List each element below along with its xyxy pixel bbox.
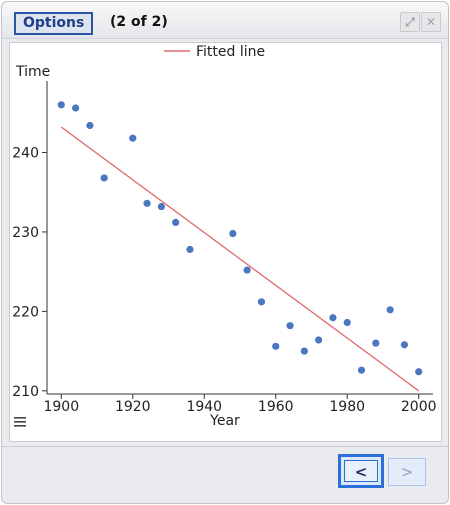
data-point — [329, 314, 337, 322]
data-point — [57, 101, 65, 109]
footer-divider — [2, 446, 448, 447]
data-point — [286, 322, 294, 330]
ticks: 1900 1920 1940 1960 1980 2000 210 220 230 240 — [12, 145, 436, 415]
x-tick-label: 1920 — [115, 399, 151, 415]
x-tick-label: 1960 — [258, 399, 294, 415]
legend-label-fitted-line: Fitted line — [196, 44, 265, 60]
data-point — [415, 368, 423, 376]
hamburger-menu-icon[interactable] — [14, 417, 26, 427]
y-tick-label: 210 — [12, 384, 39, 400]
previous-button-label: < — [344, 460, 378, 482]
data-point — [400, 341, 409, 349]
x-tick-label: 1900 — [43, 399, 79, 415]
fit-line-group — [60, 126, 420, 392]
data-point — [272, 342, 280, 350]
options-button[interactable]: Options — [14, 12, 94, 35]
data-point — [343, 318, 351, 327]
chart-area: Fitted line Time Year 1900 1920 1940 1960 19… — [9, 42, 442, 442]
next-button[interactable]: > — [388, 458, 426, 486]
x-axis-label: Year — [209, 413, 240, 429]
panel-title-bar: Options (2 of 2) ⤢ ✕ — [2, 2, 448, 39]
data-point — [143, 199, 151, 207]
data-point — [100, 174, 108, 182]
data-point — [172, 218, 180, 227]
scatter-chart: Fitted line Time Year 1900 1920 1940 1960 19… — [12, 44, 436, 429]
data-point — [229, 229, 237, 238]
y-axis-label: Time — [15, 64, 50, 80]
data-point — [372, 339, 380, 347]
previous-button[interactable]: < — [338, 454, 384, 488]
data-point — [86, 121, 94, 130]
data-point — [243, 266, 251, 274]
data-point — [186, 245, 194, 254]
data-point — [300, 347, 308, 355]
legend: Fitted line — [164, 44, 265, 60]
data-point — [357, 366, 366, 374]
x-tick-label: 1940 — [186, 399, 222, 415]
fitted-line — [60, 126, 420, 392]
data-point — [257, 298, 266, 306]
x-tick-label: 1980 — [329, 399, 365, 415]
points-group — [57, 101, 423, 376]
data-point — [129, 134, 137, 142]
expand-icon[interactable]: ⤢ — [400, 12, 420, 32]
data-point — [157, 202, 165, 211]
data-point — [386, 306, 394, 314]
axes — [46, 81, 433, 395]
x-tick-label: 2000 — [401, 399, 437, 415]
y-tick-label: 230 — [12, 225, 39, 241]
y-tick-label: 220 — [12, 304, 39, 320]
page-counter: (2 of 2) — [110, 14, 168, 30]
close-icon[interactable]: ✕ — [421, 12, 441, 32]
y-tick-label: 240 — [12, 145, 39, 161]
data-point — [71, 104, 80, 112]
data-point — [315, 336, 323, 344]
